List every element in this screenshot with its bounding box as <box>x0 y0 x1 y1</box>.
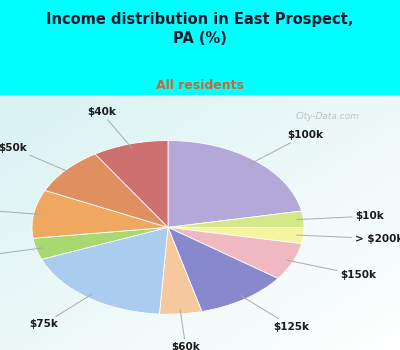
Text: > $200k: > $200k <box>297 234 400 244</box>
Wedge shape <box>168 228 278 312</box>
Text: $150k: $150k <box>286 260 376 280</box>
Wedge shape <box>45 154 168 228</box>
Wedge shape <box>33 228 168 259</box>
Text: $10k: $10k <box>297 211 384 221</box>
Wedge shape <box>160 228 202 314</box>
Text: $200k: $200k <box>0 204 40 215</box>
Text: $60k: $60k <box>171 309 200 350</box>
Wedge shape <box>32 190 168 238</box>
Text: City-Data.com: City-Data.com <box>296 112 360 121</box>
Wedge shape <box>168 228 302 278</box>
Text: Income distribution in East Prospect,
PA (%): Income distribution in East Prospect, PA… <box>46 12 354 46</box>
Wedge shape <box>42 228 168 314</box>
Text: $125k: $125k <box>241 296 310 331</box>
Text: $75k: $75k <box>29 294 92 329</box>
Text: $100k: $100k <box>250 130 324 164</box>
Text: $40k: $40k <box>87 107 132 148</box>
Text: $20k: $20k <box>0 248 43 262</box>
Text: All residents: All residents <box>156 79 244 92</box>
Wedge shape <box>168 140 302 228</box>
Wedge shape <box>95 140 168 228</box>
Wedge shape <box>168 211 304 228</box>
Wedge shape <box>168 228 304 244</box>
Text: $50k: $50k <box>0 143 71 173</box>
